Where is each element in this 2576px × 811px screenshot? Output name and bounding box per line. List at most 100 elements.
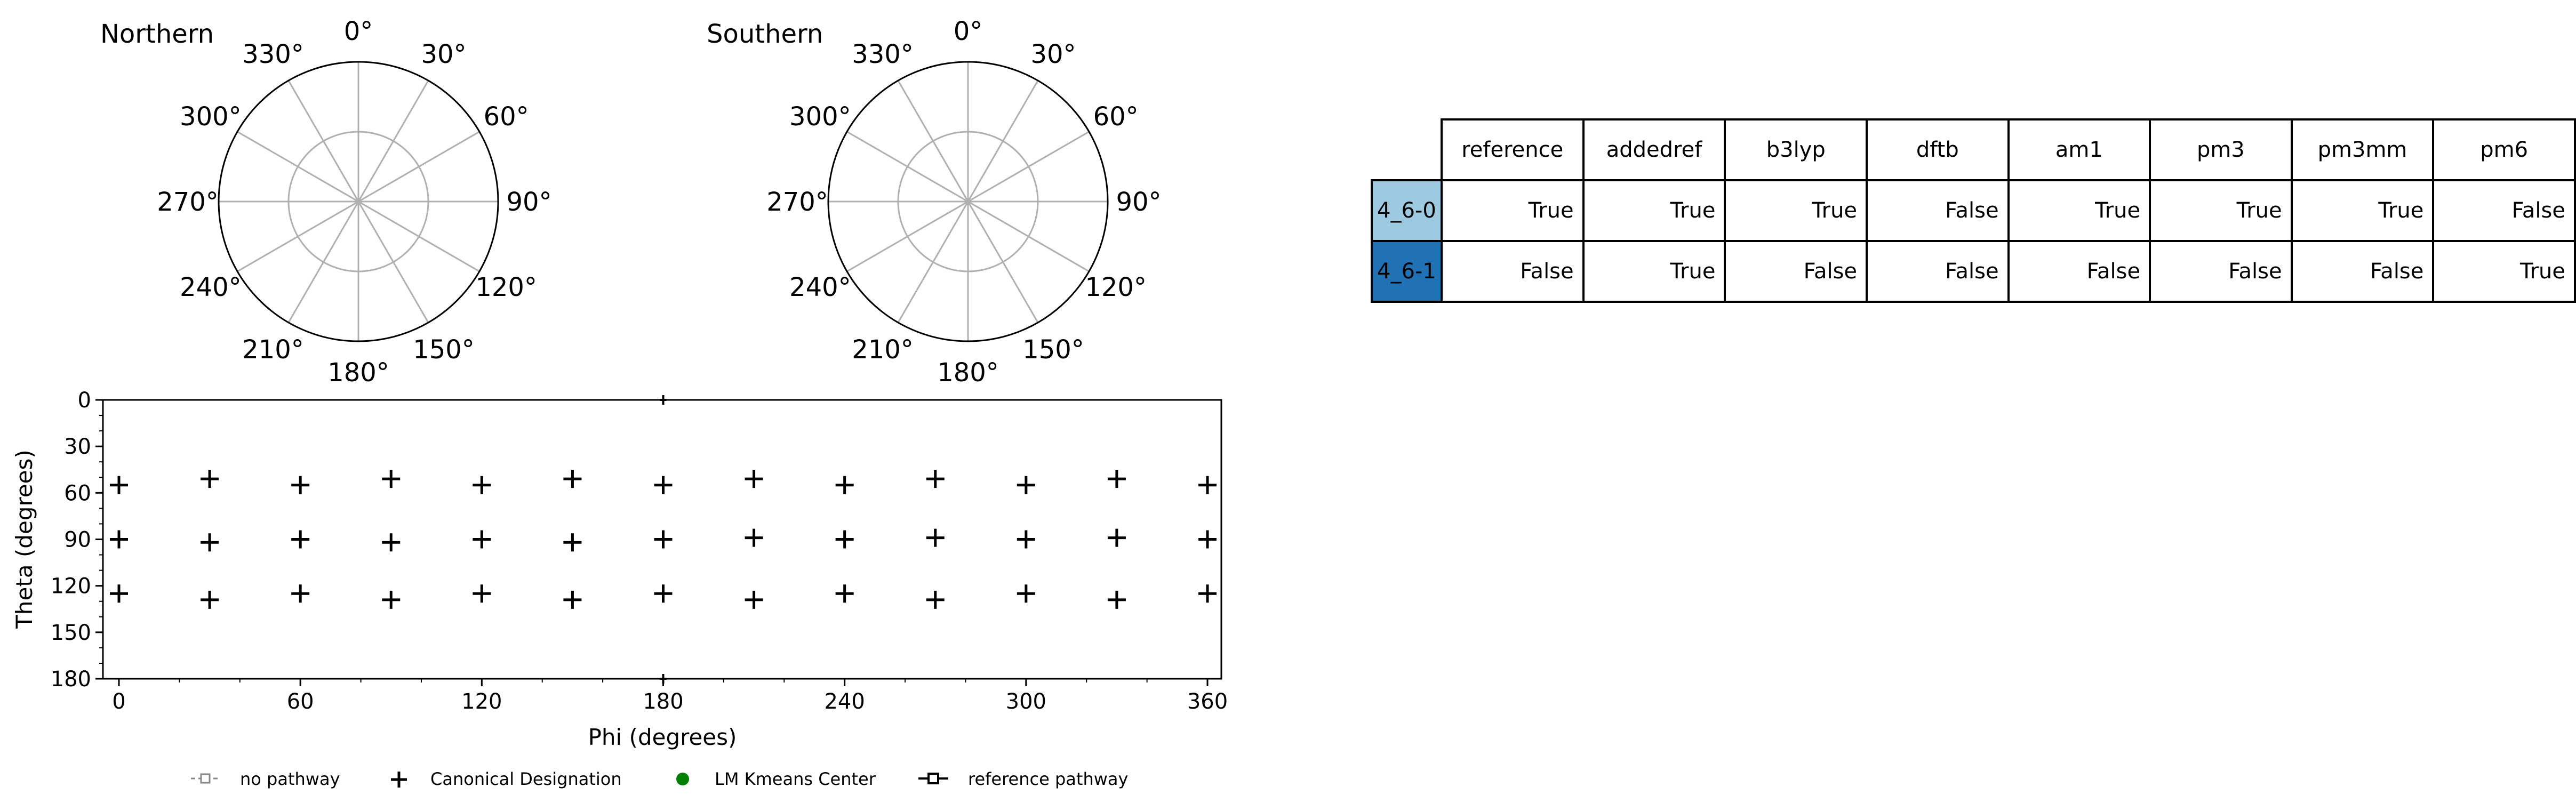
canonical-designation-marker <box>201 590 219 609</box>
scatter-plot: 0 60 120 180 240 300 360 0 30 60 90 120 150 180 Phi … <box>11 388 1228 750</box>
canonical-designation-marker <box>926 470 945 488</box>
scatter-points <box>110 395 1217 684</box>
column-header: reference <box>1440 118 1585 181</box>
canonical-designation-marker <box>745 590 763 609</box>
polar-title-northern: Northern <box>100 19 214 49</box>
canonical-designation-marker <box>745 528 763 547</box>
polar-angle-label: 270° <box>766 187 828 217</box>
results-table-container: reference addedref b3lyp dftb am1 pm3 pm… <box>1371 118 2576 303</box>
canonical-designation-marker <box>110 584 128 603</box>
polar-angle-label: 240° <box>180 272 242 302</box>
canonical-designation-marker <box>473 530 491 549</box>
edge-marker <box>660 395 667 405</box>
polar-title-southern: Southern <box>707 19 823 49</box>
canonical-designation-marker <box>382 470 401 488</box>
canonical-designation-marker <box>382 590 401 609</box>
canonical-designation-marker <box>1198 530 1217 549</box>
table-cell: True <box>1724 179 1868 242</box>
canonical-designation-marker <box>926 590 945 609</box>
radial-gridcircle <box>897 131 1039 272</box>
polar-angle-label: 210° <box>852 335 914 365</box>
x-tick-label: 120 <box>461 689 502 714</box>
polar-angle-label: 30° <box>421 39 466 69</box>
plus-icon <box>391 772 407 788</box>
y-tick-label: 150 <box>51 621 91 645</box>
y-tick-label: 30 <box>64 435 91 459</box>
legend-entry-canonical-designation: Canonical Designation <box>391 769 622 789</box>
polar-angle-labels: 0° 30° 60° 90° 120° 150° 180° 210° 240° 270° 300° 3… <box>157 17 551 388</box>
polar-grid <box>218 61 499 342</box>
canonical-designation-marker <box>473 476 491 494</box>
table-cell: False <box>2007 240 2151 303</box>
row-label: 4_6-0 <box>1371 179 1443 242</box>
table-cell: False <box>2290 240 2435 303</box>
x-tick-label: 240 <box>824 689 865 714</box>
polar-angle-label: 60° <box>1093 102 1139 132</box>
legend-label: LM Kmeans Center <box>715 769 876 789</box>
canonical-designation-marker <box>291 530 310 549</box>
polar-angle-label: 180° <box>327 358 389 388</box>
canonical-designation-marker <box>1017 584 1035 603</box>
legend-label: no pathway <box>240 769 340 789</box>
table-cell: True <box>1582 240 1726 303</box>
polar-plot-northern: Northern 0° 30° 60° 90° 120° 150° 180° 210° 240°… <box>100 17 552 388</box>
polar-angle-label: 90° <box>506 187 551 217</box>
canonical-designation-marker <box>654 584 673 603</box>
x-axis-label: Phi (degrees) <box>588 724 737 750</box>
table-cell: False <box>2149 240 2293 303</box>
canonical-designation-marker <box>835 476 854 494</box>
canonical-designation-marker <box>382 533 401 552</box>
polar-angle-label: 30° <box>1030 39 1076 69</box>
line-square-icon <box>927 773 939 784</box>
polar-angle-label: 270° <box>157 187 219 217</box>
polar-angle-label: 180° <box>937 358 999 388</box>
legend-entry-lm-kmeans-center: LM Kmeans Center <box>676 769 876 789</box>
polar-angle-label: 300° <box>789 102 851 132</box>
canonical-designation-marker <box>835 530 854 549</box>
results-table: reference addedref b3lyp dftb am1 pm3 pm… <box>1371 118 2576 303</box>
polar-angle-labels: 0° 30° 60° 90° 120° 150° 180° 210° 240° 270° 300° 3… <box>766 17 1161 388</box>
polar-outline <box>218 61 499 342</box>
column-header: b3lyp <box>1724 118 1868 181</box>
table-cell: True <box>2290 179 2435 242</box>
table-cell: False <box>1724 240 1868 303</box>
column-header: am1 <box>2007 118 2151 181</box>
canonical-designation-marker <box>201 533 219 552</box>
y-axis-label: Theta (degrees) <box>11 449 37 629</box>
legend-entry-no-pathway: no pathway <box>191 769 340 789</box>
canonical-designation-marker <box>926 528 945 547</box>
canonical-designation-marker <box>110 476 128 494</box>
canonical-designation-marker <box>835 584 854 603</box>
canonical-designation-marker <box>201 470 219 488</box>
dashed-square-icon <box>200 773 211 784</box>
polar-angle-label: 120° <box>1085 272 1147 302</box>
table-row: 4_6-1 False True False False False False… <box>1371 240 2576 303</box>
legend-label: reference pathway <box>968 769 1128 789</box>
canonical-designation-marker <box>563 533 582 552</box>
table-cell: True <box>1440 179 1585 242</box>
table-cell: False <box>2432 179 2576 242</box>
column-header: pm3mm <box>2290 118 2435 181</box>
polar-angle-label: 60° <box>484 102 529 132</box>
radial-gridcircle <box>287 131 429 272</box>
x-tick-label: 300 <box>1006 689 1046 714</box>
y-tick-label: 180 <box>51 667 91 692</box>
table-cell: True <box>2149 179 2293 242</box>
polar-angle-label: 300° <box>180 102 242 132</box>
x-tick-label: 180 <box>643 689 683 714</box>
canonical-designation-marker <box>1198 584 1217 603</box>
canonical-designation-marker <box>1198 476 1217 494</box>
y-tick-label: 90 <box>64 528 91 552</box>
canonical-designation-marker <box>745 470 763 488</box>
canonical-designation-marker <box>563 590 582 609</box>
canonical-designation-marker <box>1017 476 1035 494</box>
column-header: dftb <box>1866 118 2010 181</box>
canonical-designation-marker <box>563 470 582 488</box>
canonical-designation-marker <box>1107 470 1126 488</box>
green-dot-icon <box>676 773 689 785</box>
canonical-designation-marker <box>473 584 491 603</box>
polar-angle-label: 90° <box>1116 187 1161 217</box>
canonical-designation-marker <box>654 476 673 494</box>
y-tick-label: 0 <box>78 388 91 413</box>
table-cell: False <box>1866 240 2010 303</box>
